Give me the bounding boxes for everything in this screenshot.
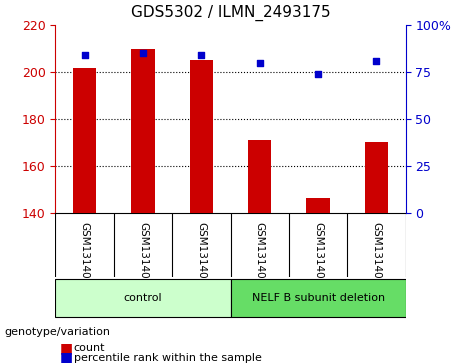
Text: GSM1314044: GSM1314044 [254, 222, 265, 292]
Point [314, 71, 322, 77]
Text: percentile rank within the sample: percentile rank within the sample [74, 352, 262, 363]
FancyBboxPatch shape [230, 279, 406, 317]
Point [373, 58, 380, 64]
Text: GSM1314041: GSM1314041 [79, 222, 89, 292]
Title: GDS5302 / ILMN_2493175: GDS5302 / ILMN_2493175 [130, 5, 331, 21]
Point [81, 52, 88, 58]
Point [139, 50, 147, 56]
Bar [248, 140, 272, 212]
FancyBboxPatch shape [55, 279, 230, 317]
Text: ■: ■ [60, 351, 73, 363]
Point [198, 52, 205, 58]
Text: count: count [74, 343, 105, 354]
Bar [307, 199, 330, 212]
Text: GSM1314042: GSM1314042 [138, 222, 148, 292]
Point [256, 60, 263, 66]
Bar [73, 68, 96, 212]
Text: GSM1314046: GSM1314046 [372, 222, 382, 292]
Bar [131, 49, 154, 212]
Text: ■: ■ [60, 342, 73, 355]
Text: GSM1314045: GSM1314045 [313, 222, 323, 292]
Text: genotype/variation: genotype/variation [5, 327, 111, 337]
Bar [365, 142, 388, 212]
Text: control: control [124, 293, 162, 303]
Text: GSM1314043: GSM1314043 [196, 222, 207, 292]
Bar [189, 61, 213, 212]
Text: NELF B subunit deletion: NELF B subunit deletion [252, 293, 384, 303]
